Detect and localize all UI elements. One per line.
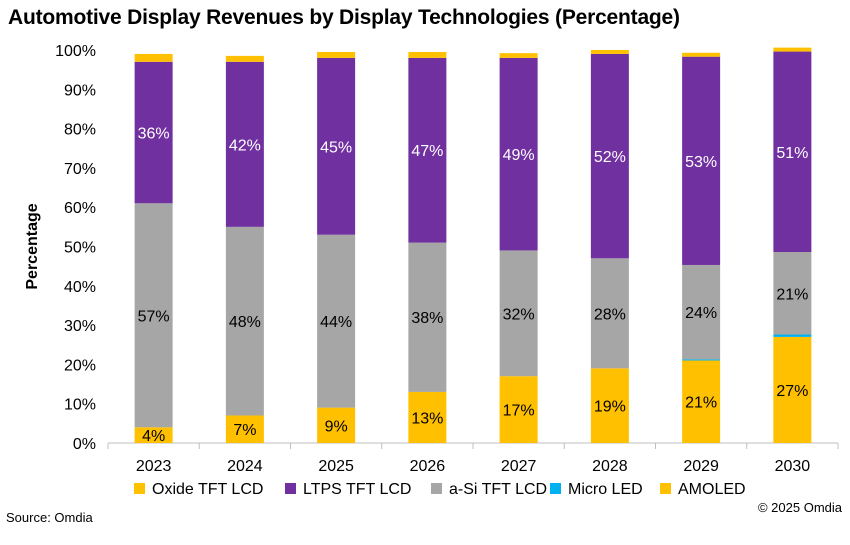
data-label: 57% <box>138 308 170 325</box>
legend-swatch <box>431 483 442 494</box>
bar-segment <box>590 368 629 443</box>
bar-segment <box>408 242 447 392</box>
bar-segment <box>134 427 173 443</box>
data-label: 51% <box>776 145 808 162</box>
bar-segment <box>773 336 812 443</box>
legend-label: AMOLED <box>678 481 746 498</box>
y-tick-label: 30% <box>64 318 96 335</box>
bar-segment <box>408 51 447 58</box>
data-label: 45% <box>320 139 352 156</box>
y-tick-label: 40% <box>64 279 96 296</box>
chart-title: Automotive Display Revenues by Display T… <box>8 6 680 29</box>
legend-label: Micro LED <box>568 481 643 498</box>
data-label: 7% <box>233 422 256 439</box>
data-label: 28% <box>594 306 626 323</box>
data-label: 9% <box>325 418 348 435</box>
bar-segment <box>225 55 264 62</box>
bar-segment <box>499 250 538 377</box>
data-label: 38% <box>411 310 443 327</box>
data-label: 32% <box>503 306 535 323</box>
y-tick-label: 90% <box>64 82 96 99</box>
data-label: 27% <box>776 383 808 400</box>
data-label: 24% <box>685 305 717 322</box>
source-note: Source: Omdia <box>6 510 93 525</box>
x-tick-label: 2027 <box>501 458 537 475</box>
data-label: 4% <box>142 428 165 445</box>
y-tick-label: 10% <box>64 397 96 414</box>
bar-segment <box>590 53 629 259</box>
data-label: 21% <box>685 395 717 412</box>
bar-segment <box>773 252 812 335</box>
data-label: 13% <box>411 410 443 427</box>
legend-label: a-Si TFT LCD <box>449 481 547 498</box>
bar-segment <box>682 264 721 360</box>
bar-segment <box>682 360 721 443</box>
bar-segment <box>408 57 447 243</box>
data-label: 17% <box>503 403 535 420</box>
legend-swatch <box>550 483 561 494</box>
y-tick-label: 100% <box>55 43 96 60</box>
bar-segment <box>225 415 264 443</box>
bar-segment <box>225 226 264 416</box>
bar-segment <box>134 61 173 204</box>
y-tick-label: 70% <box>64 161 96 178</box>
data-label: 48% <box>229 314 261 331</box>
bar-segment <box>134 53 173 62</box>
y-tick-label: 80% <box>64 122 96 139</box>
legend-swatch <box>285 483 296 494</box>
legend-label: LTPS TFT LCD <box>303 481 411 498</box>
bar-segment <box>682 359 721 361</box>
bar-segment <box>773 51 812 253</box>
bar-segment <box>773 47 812 52</box>
y-axis-title: Percentage <box>24 203 41 289</box>
legend-label: Oxide TFT LCD <box>152 481 263 498</box>
bar-segment <box>590 258 629 369</box>
bar-segment <box>317 57 356 235</box>
bar-segment <box>408 391 447 443</box>
bar-segment <box>225 61 264 227</box>
bar-segment <box>317 234 356 408</box>
x-tick-label: 2023 <box>136 458 172 475</box>
data-label: 52% <box>594 149 626 166</box>
bar-segment <box>134 203 173 428</box>
data-label: 44% <box>320 314 352 331</box>
x-tick-label: 2024 <box>227 458 263 475</box>
data-label: 49% <box>503 147 535 164</box>
y-tick-label: 20% <box>64 357 96 374</box>
data-label: 19% <box>594 399 626 416</box>
bar-segment <box>773 334 812 337</box>
x-tick-label: 2028 <box>592 458 628 475</box>
bar-segment <box>682 52 721 57</box>
x-tick-label: 2029 <box>683 458 719 475</box>
data-label: 53% <box>685 154 717 171</box>
x-tick-label: 2030 <box>775 458 811 475</box>
bar-segment <box>682 56 721 265</box>
bar-segment <box>499 57 538 251</box>
bar-segment <box>499 53 538 58</box>
copyright-note: © 2025 Omdia <box>757 500 842 515</box>
legend-swatch <box>134 483 145 494</box>
data-label: 42% <box>229 137 261 154</box>
y-tick-label: 0% <box>73 436 96 453</box>
legend-swatch <box>660 483 671 494</box>
data-label: 21% <box>776 286 808 303</box>
bar-segment <box>317 407 356 443</box>
y-tick-label: 50% <box>64 240 96 257</box>
x-tick-label: 2025 <box>318 458 354 475</box>
x-tick-label: 2026 <box>410 458 446 475</box>
bar-segment <box>590 50 629 54</box>
bar-segment <box>317 51 356 58</box>
data-label: 36% <box>138 126 170 143</box>
y-tick-label: 60% <box>64 200 96 217</box>
data-label: 47% <box>411 143 443 160</box>
bar-segment <box>499 376 538 443</box>
